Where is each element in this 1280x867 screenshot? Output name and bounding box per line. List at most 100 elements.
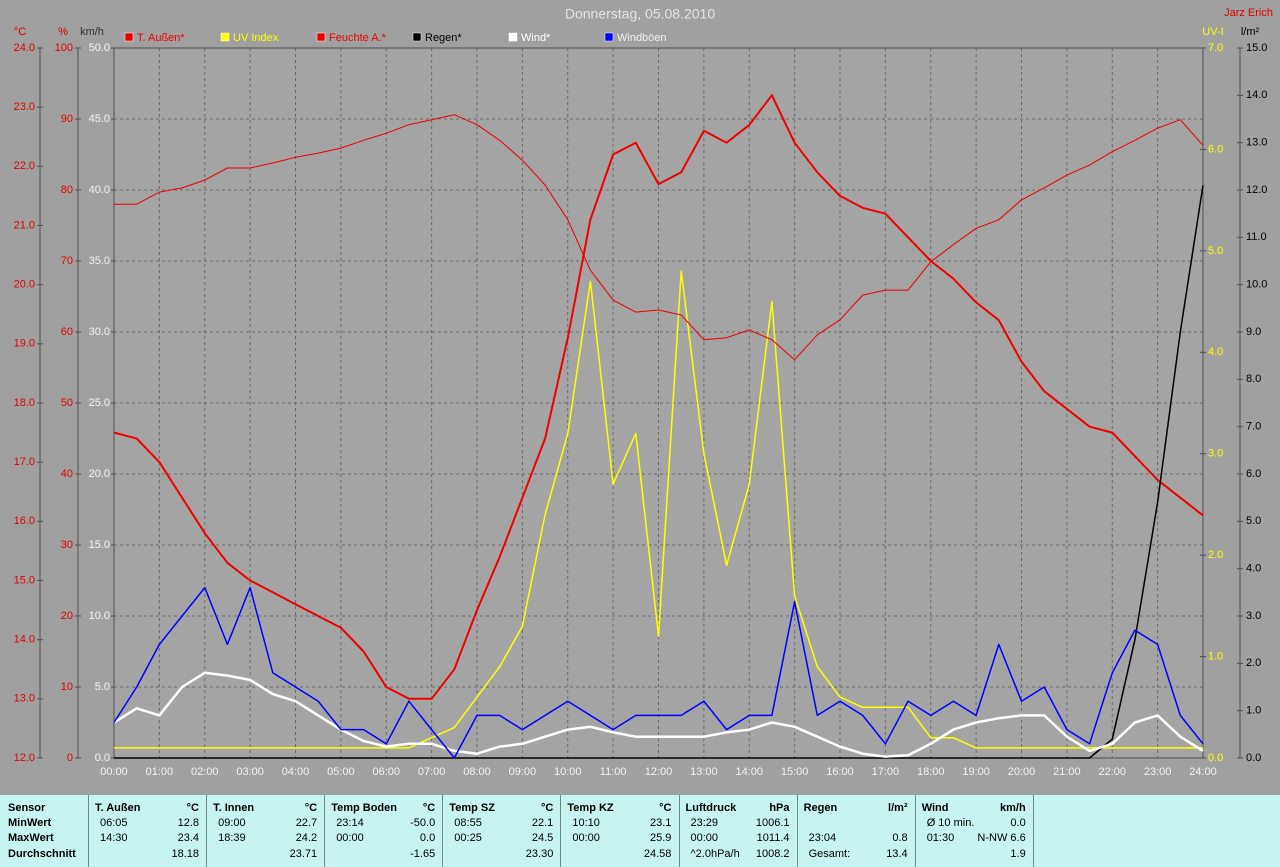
legend-label: Windböen: [617, 32, 667, 44]
cell-value: 25.9: [649, 832, 672, 844]
x-tick-label: 05:00: [327, 766, 355, 778]
y-tick-label: 0.0: [1246, 752, 1261, 764]
y-tick-label: 40: [61, 468, 73, 480]
cell-value: 12.8: [177, 817, 199, 829]
cell-value: 23.71: [289, 848, 318, 860]
column-header: Temp SZ: [449, 802, 495, 814]
chart-title: Donnerstag, 05.08.2010: [565, 6, 715, 22]
y-tick-label: 12.0: [1246, 184, 1267, 196]
author: Jarz Erich: [1224, 7, 1273, 19]
x-tick-label: 18:00: [917, 766, 945, 778]
cell-value: 1011.4: [756, 832, 790, 844]
chart: Donnerstag, 05.08.2010 Jarz Erich 00:00 0…: [14, 6, 1273, 778]
y-tick-label: 13.0: [14, 693, 35, 705]
y-tick-label: 10.0: [89, 610, 110, 622]
series-line: [114, 270, 1203, 749]
y-tick-label: 22.0: [14, 160, 35, 172]
axis-unit: km/h: [80, 26, 104, 38]
legend-swatch: [508, 32, 518, 42]
y-tick-label: 30: [61, 539, 73, 551]
column-header: T. Außen: [95, 802, 141, 814]
separator: [678, 795, 680, 867]
cell-time: 00:25: [454, 832, 482, 844]
y-tick-label: 5.0: [1208, 245, 1223, 257]
y-tick-label: 23.0: [14, 101, 35, 113]
y-tick-label: 14.0: [14, 634, 35, 646]
x-tick-label: 10:00: [554, 766, 582, 778]
x-tick-label: 23:00: [1144, 766, 1172, 778]
cell-value: 23.1: [649, 817, 672, 829]
y-tick-label: 6.0: [1208, 143, 1223, 155]
x-tick-label: 13:00: [690, 766, 718, 778]
y-tick-label: 60: [61, 326, 73, 338]
cell-time: 23:14: [336, 817, 364, 829]
axis-unit: UV-I: [1202, 26, 1223, 38]
series-line: [114, 185, 1204, 759]
series-line: [114, 114, 1204, 361]
separator: [560, 795, 562, 867]
column-header: Regen: [803, 802, 838, 814]
legend-swatch: [220, 32, 230, 42]
cell-time: 23:29: [690, 817, 719, 829]
cell-value: 22.1: [531, 817, 554, 829]
legend-label: T. Außen*: [137, 32, 185, 44]
y-tick-label: 1.0: [1208, 650, 1223, 662]
x-tick-label: 01:00: [146, 766, 174, 778]
row-label: Sensor: [8, 802, 46, 814]
y-tick-label: 15.0: [1246, 42, 1267, 54]
y-tick-label: 3.0: [1208, 448, 1223, 460]
column-unit: hPa: [769, 802, 790, 814]
y-tick-label: 10: [61, 681, 73, 693]
legend-swatch: [316, 32, 326, 42]
y-tick-label: 13.0: [1246, 137, 1267, 149]
separator: [796, 795, 798, 867]
legend-label: Wind*: [521, 32, 551, 44]
x-tick-label: 11:00: [600, 766, 627, 778]
y-tick-label: 11.0: [1246, 231, 1267, 243]
y-tick-label: 50.0: [89, 42, 110, 54]
cell-value: 1008.2: [755, 848, 790, 860]
cell-time: 14:30: [100, 832, 128, 844]
x-tick-label: 02:00: [191, 766, 219, 778]
legend-swatch: [604, 32, 614, 42]
y-tick-label: 18.0: [14, 397, 35, 409]
column-header: T. Innen: [213, 802, 255, 814]
y-tick-label: 40.0: [89, 184, 110, 196]
cell-value: -50.0: [410, 817, 436, 829]
series-line: [113, 94, 1204, 700]
y-tick-label: 90: [61, 113, 73, 125]
x-tick-label: 09:00: [509, 766, 537, 778]
cell-value: 0.8: [892, 832, 908, 844]
cell-value: 0.0: [1010, 817, 1026, 829]
y-tick-label: 30.0: [89, 326, 110, 338]
column-unit: °C: [540, 802, 554, 814]
y-tick-label: 20: [61, 610, 73, 622]
y-tick-label: 10.0: [1246, 279, 1267, 291]
column-header: Wind: [921, 802, 949, 814]
y-tick-label: 100: [55, 42, 73, 54]
axis-unit: °C: [14, 26, 26, 38]
cell-time: 10:10: [572, 817, 600, 829]
cell-value: 24.2: [295, 832, 318, 844]
y-tick-label: 12.0: [14, 752, 35, 764]
cell-value: 23.30: [525, 848, 554, 860]
cell-time: 18:39: [218, 832, 246, 844]
row-label: Durchschnitt: [8, 848, 76, 860]
legend-label: Regen*: [425, 32, 462, 44]
y-tick-label: 4.0: [1246, 563, 1261, 575]
stats-table: Sensor MinWert MaxWert Durchschnitt T. Außen…: [0, 795, 1280, 867]
legend-label: Feuchte A.*: [329, 32, 387, 44]
legend-swatch: [124, 32, 134, 42]
y-tick-label: 15.0: [14, 574, 35, 586]
separator: [88, 795, 89, 867]
cell-time: 00:00: [336, 832, 364, 844]
y-tick-label: 7.0: [1246, 421, 1261, 433]
cell-time: 00:00: [690, 832, 719, 844]
x-tick-label: 00:00: [100, 766, 128, 778]
cell-value: -1.65: [410, 848, 436, 860]
y-tick-label: 17.0: [14, 456, 35, 468]
separator: [206, 795, 208, 867]
axis-unit: %: [58, 26, 68, 38]
column-unit: °C: [186, 802, 199, 814]
